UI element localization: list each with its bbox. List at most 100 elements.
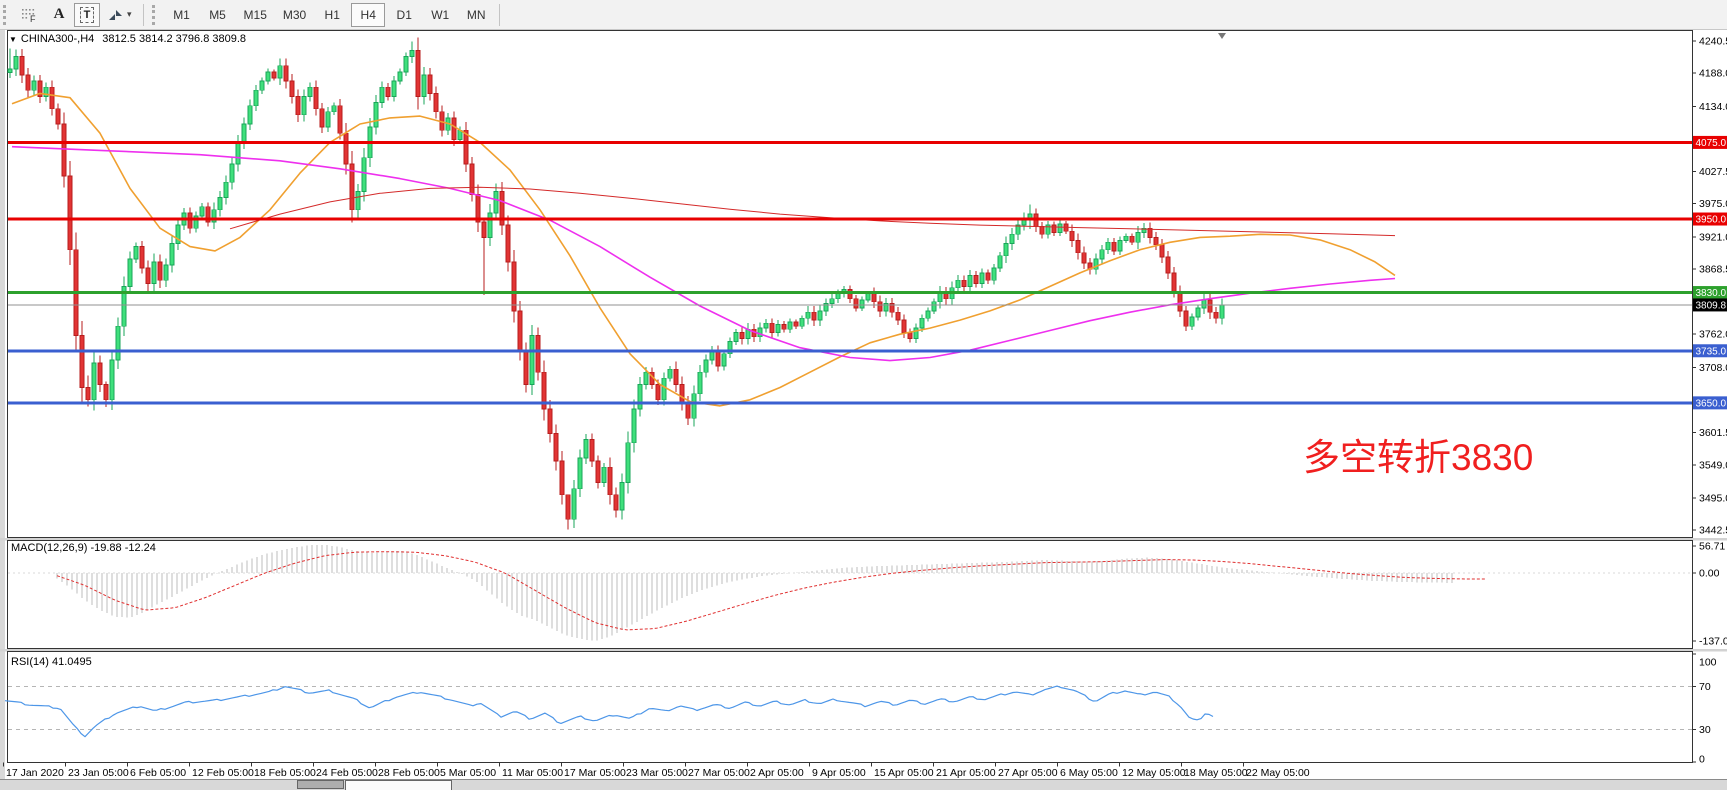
candle <box>955 279 961 289</box>
timeframe-toolbar: M1 M5 M15 M30 H1 H4 D1 W1 MN <box>164 2 495 27</box>
candle <box>595 460 601 483</box>
candle <box>409 50 415 58</box>
candle <box>127 258 133 287</box>
candle <box>427 74 433 94</box>
template-button[interactable]: F <box>16 3 44 27</box>
timeframe-H4[interactable]: H4 <box>351 2 386 27</box>
timeframe-D1[interactable]: D1 <box>387 3 421 27</box>
macd-label[interactable]: MACD(12,26,9) -19.88 -12.24 <box>11 542 156 554</box>
timeframe-M15[interactable]: M15 <box>237 3 274 27</box>
candle <box>571 488 577 520</box>
candle <box>85 387 91 401</box>
candle <box>691 393 697 419</box>
candle <box>307 86 313 97</box>
candle <box>919 317 925 329</box>
macd-panel[interactable]: 56.71 0.00 -137.01 <box>8 540 1727 649</box>
timeframe-M1[interactable]: M1 <box>165 3 199 27</box>
rsi-label[interactable]: RSI(14) 41.0495 <box>11 656 92 668</box>
candle <box>151 261 157 284</box>
candle <box>247 105 253 125</box>
cursor-tool-button[interactable]: ▾ <box>102 3 137 27</box>
candle <box>1027 213 1033 219</box>
candle <box>163 264 169 281</box>
timeframe-W1[interactable]: W1 <box>423 3 457 27</box>
candle <box>511 261 517 312</box>
candle <box>1003 243 1009 257</box>
price-scale[interactable]: 4240.5 4188.0 4134.0 4027.5 3975.0 3921.0 3868… <box>1692 30 1727 538</box>
candle <box>229 163 235 183</box>
chart-annotation-text[interactable]: 多空转折3830 <box>1303 437 1534 478</box>
macd-tick-label: 0.00 <box>1699 568 1720 580</box>
price-tick-label: 3975.0 <box>1699 198 1727 210</box>
candle <box>901 319 907 333</box>
candle <box>7 68 13 73</box>
candle <box>103 384 109 401</box>
candle <box>721 353 727 367</box>
candle <box>925 310 931 319</box>
macd-signal-line <box>56 551 1485 631</box>
candle <box>757 327 763 338</box>
font-a-button[interactable]: A <box>46 3 72 27</box>
timeframe-M5[interactable]: M5 <box>201 3 235 27</box>
candle <box>541 371 547 410</box>
panel-splitter[interactable] <box>0 538 1727 541</box>
price-badge-label: 3650.0 <box>1696 398 1727 409</box>
candle <box>187 212 193 229</box>
candles-layer[interactable] <box>7 37 1225 530</box>
candle <box>1039 225 1045 235</box>
timeframe-M30[interactable]: M30 <box>276 3 313 27</box>
arrows-tool-icon <box>109 9 122 20</box>
candle <box>1117 240 1123 252</box>
candle <box>559 460 565 496</box>
time-label: 24 Feb 05:00 <box>316 767 378 779</box>
candle <box>421 74 427 97</box>
price-badge-label: 3735.0 <box>1696 346 1727 357</box>
chart-tab-inactive[interactable] <box>297 780 344 789</box>
price-tick-label: 4188.0 <box>1699 68 1727 80</box>
time-label: 17 Mar 05:00 <box>564 767 626 779</box>
candle <box>397 71 403 82</box>
candle <box>583 439 589 459</box>
candle <box>589 439 595 462</box>
candle <box>235 142 241 165</box>
price-tick-label: 3495.0 <box>1699 492 1727 504</box>
time-axis[interactable]: 17 Jan 2020 23 Jan 05:00 6 Feb 05:00 12 Feb… <box>3 762 1310 780</box>
candle <box>685 402 691 419</box>
text-label-button[interactable]: T <box>74 2 100 27</box>
chart-tab-active[interactable] <box>345 780 452 790</box>
candle <box>1111 241 1117 252</box>
timeframe-H1[interactable]: H1 <box>315 3 349 27</box>
window-left-edge <box>0 30 5 779</box>
candle <box>1051 224 1057 233</box>
chart-canvas[interactable]: 4240.5 4188.0 4134.0 4027.5 3975.0 3921.0 3868… <box>0 30 1727 790</box>
macd-tick-label: 56.71 <box>1699 541 1725 553</box>
symbol-dropdown-icon[interactable]: ▼ <box>9 35 17 44</box>
candle <box>793 321 799 327</box>
timeframe-MN[interactable]: MN <box>459 3 493 27</box>
candle <box>361 157 367 192</box>
candle <box>1069 230 1075 241</box>
candle <box>1135 232 1141 243</box>
rsi-panel[interactable]: 100 70 30 0 <box>4 651 1717 766</box>
candle <box>535 335 541 373</box>
candle <box>205 206 211 223</box>
ma-red-line[interactable] <box>229 186 1396 237</box>
candle <box>769 322 775 333</box>
candle <box>97 362 103 385</box>
price-badge-label: 3830.0 <box>1696 288 1727 299</box>
candle <box>37 80 43 97</box>
panel-splitter[interactable] <box>0 649 1727 652</box>
price-tick-label: 3868.5 <box>1699 263 1727 275</box>
toolbar-grip[interactable] <box>3 4 11 25</box>
ma-magenta-line[interactable] <box>11 145 1396 362</box>
candle <box>199 206 205 217</box>
time-label: 22 May 05:00 <box>1246 767 1310 779</box>
candle <box>385 86 391 97</box>
dotted-grid-f-icon: F <box>22 8 36 23</box>
candle <box>517 310 523 352</box>
toolbar-grip[interactable] <box>151 4 160 25</box>
price-badge <box>1693 286 1727 300</box>
candle <box>91 362 97 401</box>
candle <box>61 123 67 177</box>
candle <box>1171 272 1177 292</box>
